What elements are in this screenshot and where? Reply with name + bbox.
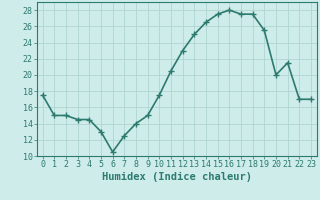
- X-axis label: Humidex (Indice chaleur): Humidex (Indice chaleur): [102, 172, 252, 182]
